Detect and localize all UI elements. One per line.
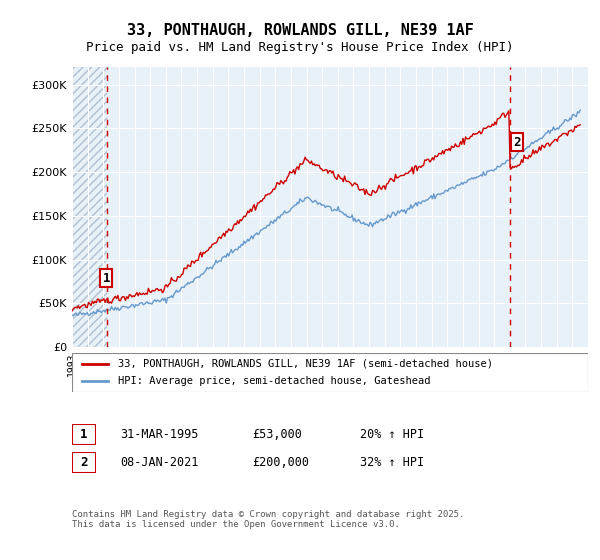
FancyBboxPatch shape (72, 353, 588, 392)
Text: 32% ↑ HPI: 32% ↑ HPI (360, 456, 424, 469)
Text: 2: 2 (513, 136, 521, 149)
Text: 31-MAR-1995: 31-MAR-1995 (120, 428, 199, 441)
Text: Price paid vs. HM Land Registry's House Price Index (HPI): Price paid vs. HM Land Registry's House … (86, 41, 514, 54)
Bar (72, 67, 107, 347)
Text: £200,000: £200,000 (252, 456, 309, 469)
Text: 20% ↑ HPI: 20% ↑ HPI (360, 428, 424, 441)
Text: 2: 2 (80, 456, 88, 469)
Text: 33, PONTHAUGH, ROWLANDS GILL, NE39 1AF (semi-detached house): 33, PONTHAUGH, ROWLANDS GILL, NE39 1AF (… (118, 359, 493, 369)
Text: 08-JAN-2021: 08-JAN-2021 (120, 456, 199, 469)
FancyBboxPatch shape (72, 452, 96, 473)
Text: 1: 1 (80, 428, 88, 441)
Text: £53,000: £53,000 (252, 428, 302, 441)
Text: 1: 1 (103, 272, 110, 284)
Text: 33, PONTHAUGH, ROWLANDS GILL, NE39 1AF: 33, PONTHAUGH, ROWLANDS GILL, NE39 1AF (127, 24, 473, 38)
FancyBboxPatch shape (72, 424, 96, 445)
Text: HPI: Average price, semi-detached house, Gateshead: HPI: Average price, semi-detached house,… (118, 376, 431, 386)
Text: Contains HM Land Registry data © Crown copyright and database right 2025.
This d: Contains HM Land Registry data © Crown c… (72, 510, 464, 529)
